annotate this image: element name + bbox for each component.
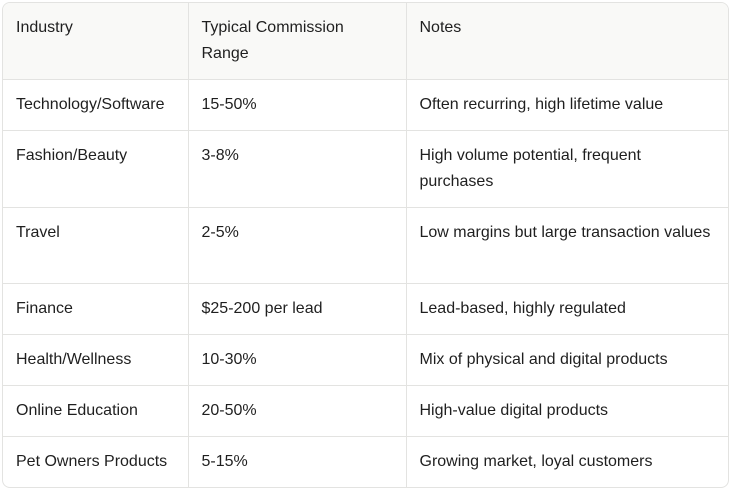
table-row: Pet Owners Products 5-15% Growing market… [3, 436, 728, 487]
cell-commission: 10-30% [187, 334, 406, 386]
table-header: Industry Typical Commission Range Notes [3, 3, 728, 80]
cell-industry: Online Education [3, 385, 188, 437]
cell-commission: 20-50% [187, 385, 406, 437]
cell-commission: 15-50% [187, 79, 406, 131]
table-row: Travel 2-5% Low margins but large transa… [3, 207, 728, 284]
cell-industry: Pet Owners Products [3, 436, 188, 487]
header-cell-industry: Industry [3, 3, 188, 80]
table-body: Technology/Software 15-50% Often recurri… [3, 79, 728, 487]
table-row: Fashion/Beauty 3-8% High volume potentia… [3, 130, 728, 208]
cell-industry: Fashion/Beauty [3, 130, 188, 208]
cell-notes: High-value digital products [405, 385, 728, 437]
cell-industry: Technology/Software [3, 79, 188, 131]
cell-industry: Travel [3, 207, 188, 284]
cell-commission: 3-8% [187, 130, 406, 208]
cell-notes: Growing market, loyal customers [405, 436, 728, 487]
commission-table: Industry Typical Commission Range Notes … [3, 3, 728, 487]
cell-notes: Often recurring, high lifetime value [405, 79, 728, 131]
cell-notes: High volume potential, frequent purchase… [405, 130, 728, 208]
cell-notes: Mix of physical and digital products [405, 334, 728, 386]
header-cell-commission-range: Typical Commission Range [187, 3, 406, 80]
table-row: Finance $25-200 per lead Lead-based, hig… [3, 283, 728, 335]
cell-commission: 2-5% [187, 207, 406, 284]
cell-commission: 5-15% [187, 436, 406, 487]
cell-industry: Finance [3, 283, 188, 335]
cell-commission: $25-200 per lead [187, 283, 406, 335]
cell-notes: Lead-based, highly regulated [405, 283, 728, 335]
table-header-row: Industry Typical Commission Range Notes [3, 3, 728, 80]
cell-notes: Low margins but large transaction values [405, 207, 728, 284]
table-row: Online Education 20-50% High-value digit… [3, 385, 728, 437]
table-row: Technology/Software 15-50% Often recurri… [3, 79, 728, 131]
cell-industry: Health/Wellness [3, 334, 188, 386]
table-row: Health/Wellness 10-30% Mix of physical a… [3, 334, 728, 386]
header-cell-notes: Notes [405, 3, 728, 80]
